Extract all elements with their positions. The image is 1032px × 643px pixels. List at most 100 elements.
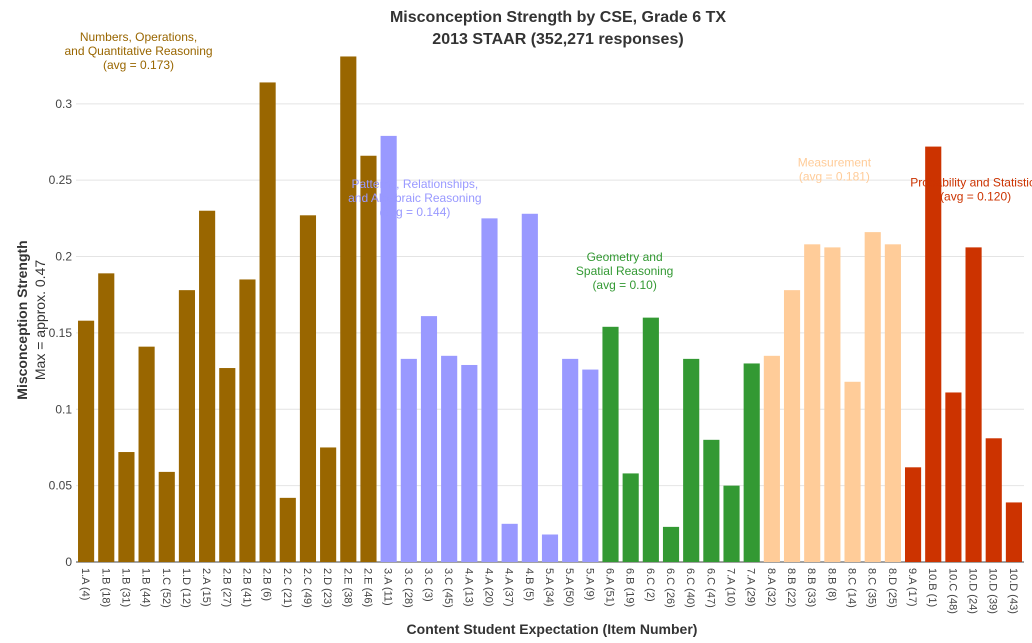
x-tick-label: 6.C (2)	[644, 568, 656, 602]
group-annotation: Numbers, Operations,	[80, 30, 197, 44]
group-annotations: Numbers, Operations,and Quantitative Rea…	[64, 30, 1032, 292]
group-annotation: (avg = 0.120)	[940, 189, 1011, 203]
x-tick-label: 3.C (45)	[442, 568, 454, 608]
chart-title-line-1: Misconception Strength by CSE, Grade 6 T…	[390, 9, 726, 26]
bar	[904, 467, 922, 562]
bar	[420, 316, 438, 562]
x-tick-label: 8.B (8)	[825, 568, 837, 601]
group-annotation: (avg = 0.144)	[379, 205, 450, 219]
x-tick-label: 8.D (25)	[886, 568, 898, 608]
x-tick-label: 8.C (35)	[866, 568, 878, 608]
bar	[521, 213, 538, 563]
x-tick-label: 8.C (14)	[846, 568, 858, 608]
group-annotation: (avg = 0.10)	[592, 278, 656, 292]
bar	[622, 473, 639, 562]
x-tick-label: 2.C (49)	[301, 568, 313, 608]
x-tick-label: 6.C (40)	[684, 568, 696, 608]
x-tick-label: 1.A (4)	[79, 568, 91, 600]
x-tick-label: 10.D (39)	[987, 568, 999, 614]
bar	[662, 526, 680, 562]
bar	[703, 439, 720, 562]
x-tick-label: 3.A (11)	[382, 568, 394, 606]
group-annotation: Measurement	[798, 155, 872, 169]
x-tick-label: 5.A (9)	[583, 568, 595, 600]
y-tick-label: 0.25	[49, 173, 73, 187]
bar	[219, 368, 236, 562]
x-tick-label: 5.A (50)	[563, 568, 575, 607]
bar	[279, 497, 296, 562]
bar	[884, 244, 901, 562]
y-tick-label: 0.2	[55, 250, 72, 264]
bar	[743, 363, 760, 562]
bar	[763, 355, 780, 562]
bars	[78, 56, 1022, 563]
group-annotation: Spatial Reasoning	[576, 264, 673, 278]
x-tick-label: 4.A (13)	[462, 568, 474, 607]
y-axis-ticks: 0 0.05 0.1 0.15 0.2 0.25 0.3	[49, 97, 73, 569]
bar	[380, 135, 397, 562]
x-tick-label: 9.A (17)	[906, 568, 918, 607]
x-tick-label: 2.C (21)	[281, 568, 293, 608]
group-annotation: Geometry and	[587, 250, 663, 264]
x-tick-label: 2.B (6)	[261, 568, 273, 601]
y-tick-label: 0.3	[55, 97, 72, 111]
bar	[602, 326, 619, 562]
group-annotation: and Quantitative Reasoning	[64, 44, 212, 58]
bar	[360, 155, 377, 562]
bar	[642, 317, 659, 562]
x-tick-label: 4.A (37)	[503, 568, 515, 607]
y-tick-label: 0	[65, 555, 72, 569]
bar	[400, 358, 417, 562]
x-tick-label: 6.C (47)	[704, 568, 716, 608]
x-tick-label: 6.C (26)	[664, 568, 676, 608]
bar	[501, 523, 518, 562]
x-tick-label: 7.A (29)	[745, 568, 757, 607]
bar	[844, 381, 861, 562]
bar	[118, 452, 135, 562]
grid-lines	[76, 103, 1024, 563]
y-tick-label: 0.15	[49, 326, 73, 340]
bar	[1005, 502, 1022, 562]
bar	[783, 290, 801, 562]
x-tick-label: 1.C (52)	[160, 568, 172, 608]
y-tick-label: 0.05	[49, 479, 73, 493]
bar	[259, 82, 276, 562]
x-tick-label: 10.B (1)	[926, 568, 938, 607]
bar	[582, 369, 599, 562]
x-tick-label: 1.B (44)	[140, 568, 152, 607]
x-tick-label: 8.A (32)	[765, 568, 777, 607]
y-axis-title: Misconception Strength	[14, 240, 30, 399]
x-tick-label: 3.C (28)	[402, 568, 414, 608]
bar	[683, 358, 700, 562]
bar	[239, 279, 256, 562]
x-tick-label: 4.B (5)	[523, 568, 535, 601]
x-tick-label: 3.C (3)	[422, 568, 434, 602]
x-tick-label: 2.B (27)	[220, 568, 232, 607]
x-tick-label: 4.A (20)	[482, 568, 494, 607]
bar	[340, 56, 357, 563]
x-tick-label: 5.A (34)	[543, 568, 555, 607]
x-tick-label: 10.D (43)	[1007, 568, 1019, 614]
group-annotation: (avg = 0.181)	[799, 169, 870, 183]
x-axis-title: Content Student Expectation (Item Number…	[407, 621, 698, 637]
bar	[965, 247, 982, 562]
bar	[138, 346, 155, 562]
x-axis-ticks: 1.A (4) 1.B (18) 1.B (31) 1.B (44) 1.C (52) 1…	[79, 568, 1019, 614]
bar	[804, 244, 821, 562]
group-annotation: (avg = 0.173)	[103, 58, 174, 72]
bar	[98, 273, 115, 562]
y-axis-subtitle: Max = approx. 0.47	[32, 260, 48, 380]
x-tick-label: 1.B (31)	[119, 568, 131, 607]
x-tick-label: 7.A (10)	[725, 568, 737, 607]
group-annotation: and Algebraic Reasoning	[348, 191, 481, 205]
bar	[925, 146, 942, 562]
x-tick-label: 10.D (24)	[967, 568, 979, 614]
x-tick-label: 8.B (33)	[805, 568, 817, 607]
x-tick-label: 1.B (18)	[99, 568, 111, 607]
bar	[541, 534, 559, 562]
bar	[461, 364, 478, 562]
x-tick-label: 2.E (46)	[361, 568, 373, 607]
bar	[320, 447, 337, 562]
bar	[481, 218, 498, 562]
x-tick-label: 6.A (51)	[604, 568, 616, 607]
